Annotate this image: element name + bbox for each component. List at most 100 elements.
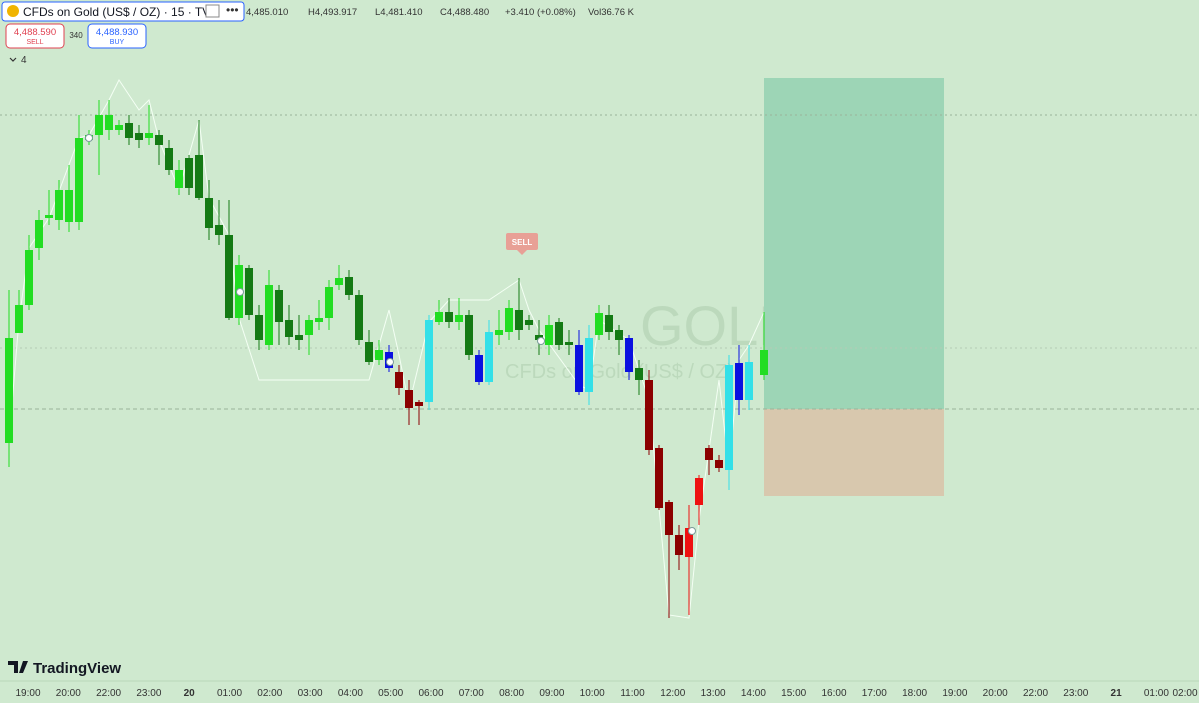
candle-body — [155, 135, 163, 145]
time-label: 01:00 — [1144, 688, 1169, 699]
buy-label: BUY — [110, 39, 125, 46]
candle-body — [505, 308, 513, 332]
candle-body — [595, 313, 603, 335]
candle-body — [255, 315, 263, 340]
signal-dot — [537, 337, 545, 345]
signal-dot — [386, 358, 394, 366]
logo-text: TradingView — [33, 660, 121, 677]
candle-body — [565, 342, 573, 345]
flag-icon — [205, 4, 220, 18]
candle-body — [325, 287, 333, 318]
time-label: 20:00 — [56, 688, 81, 699]
candle-body — [475, 355, 483, 382]
candle-body — [615, 330, 623, 340]
ohlc-open: 4,485.010 — [246, 7, 288, 18]
sell-marker-box — [506, 233, 538, 250]
indicator-toggle[interactable]: 4 — [9, 55, 27, 66]
time-label: 05:00 — [378, 688, 403, 699]
candle-body — [555, 322, 563, 345]
candle-body — [275, 290, 283, 322]
candle-body — [245, 268, 253, 315]
candle-body — [495, 330, 503, 335]
candle-body — [345, 277, 353, 295]
watermark-description: CFDs on Gold (US$ / OZ) — [505, 361, 734, 383]
chevron — [9, 57, 17, 62]
symbol-icon — [7, 5, 19, 17]
time-label: 17:00 — [862, 688, 887, 699]
buy-price: 4,488.930 — [96, 27, 138, 38]
time-label: 16:00 — [821, 688, 846, 699]
time-label: 10:00 — [580, 688, 605, 699]
candle-body — [55, 190, 63, 220]
ohlc-close: C4,488.480 — [440, 7, 489, 18]
candle-body — [735, 363, 743, 400]
candle-body — [605, 315, 613, 332]
signal-dot — [688, 527, 696, 535]
time-label: 02:00 — [1172, 688, 1197, 699]
candle-body — [165, 148, 173, 170]
candle-body — [395, 372, 403, 388]
time-label: 08:00 — [499, 688, 524, 699]
logo-icon — [8, 661, 28, 673]
stop-zone — [764, 409, 944, 496]
time-label: 02:00 — [257, 688, 282, 699]
time-label: 23:00 — [136, 688, 161, 699]
candle-body — [705, 448, 713, 460]
candle-body — [285, 320, 293, 337]
candle-body — [25, 250, 33, 305]
candle-body — [195, 155, 203, 198]
candle-body — [125, 123, 133, 138]
candle-body — [75, 138, 83, 222]
time-label: 01:00 — [217, 688, 242, 699]
candle-body — [175, 170, 183, 188]
candle-body — [305, 320, 313, 335]
signal-dot — [236, 288, 244, 296]
buy-button[interactable] — [87, 23, 147, 49]
spread: 340 — [69, 31, 83, 40]
candle-body — [95, 115, 103, 135]
candle-body — [675, 535, 683, 555]
candle-body — [760, 350, 768, 375]
symbol-title: CFDs on Gold (US$ / OZ) · 15 · TVC — [23, 5, 219, 19]
candle-body — [355, 295, 363, 340]
time-label: 12:00 — [660, 688, 685, 699]
sell-price: 4,488.590 — [14, 27, 56, 38]
candle-body — [405, 390, 413, 408]
time-label: 20 — [184, 688, 196, 699]
candle-body — [45, 215, 53, 218]
candle-body — [445, 312, 453, 322]
candle-body — [265, 285, 273, 345]
candle-body — [415, 402, 423, 406]
sell-marker-label: SELL — [512, 238, 533, 247]
candle-body — [455, 315, 463, 322]
sell-marker: SELL — [506, 233, 538, 255]
candle-body — [655, 448, 663, 508]
candle-body — [135, 133, 143, 140]
time-label: 20:00 — [983, 688, 1008, 699]
time-label: 21 — [1111, 688, 1123, 699]
candle-body — [625, 338, 633, 372]
time-label: 14:00 — [741, 688, 766, 699]
candle-body — [535, 335, 543, 340]
header: CFDs on Gold (US$ / OZ) · 15 · TVC ••• 4… — [1, 1, 635, 22]
target-zone — [764, 78, 944, 409]
candle-body — [375, 350, 383, 360]
trade-panel[interactable]: 4,488.590 SELL 340 4,488.930 BUY — [5, 23, 147, 49]
candle-body — [315, 318, 323, 322]
ohlc-high: H4,493.917 — [308, 7, 357, 18]
candle-body — [725, 365, 733, 470]
candles — [5, 100, 768, 618]
time-label: 06:00 — [418, 688, 443, 699]
candle-body — [665, 502, 673, 535]
candle-body — [575, 345, 583, 392]
candle-body — [485, 332, 493, 382]
time-label: 19:00 — [942, 688, 967, 699]
candle-body — [225, 235, 233, 318]
sell-button[interactable] — [5, 23, 65, 49]
candle-body — [715, 460, 723, 468]
time-label: 19:00 — [15, 688, 40, 699]
logo: TradingView — [8, 660, 121, 677]
time-label: 18:00 — [902, 688, 927, 699]
candle-body — [425, 320, 433, 402]
